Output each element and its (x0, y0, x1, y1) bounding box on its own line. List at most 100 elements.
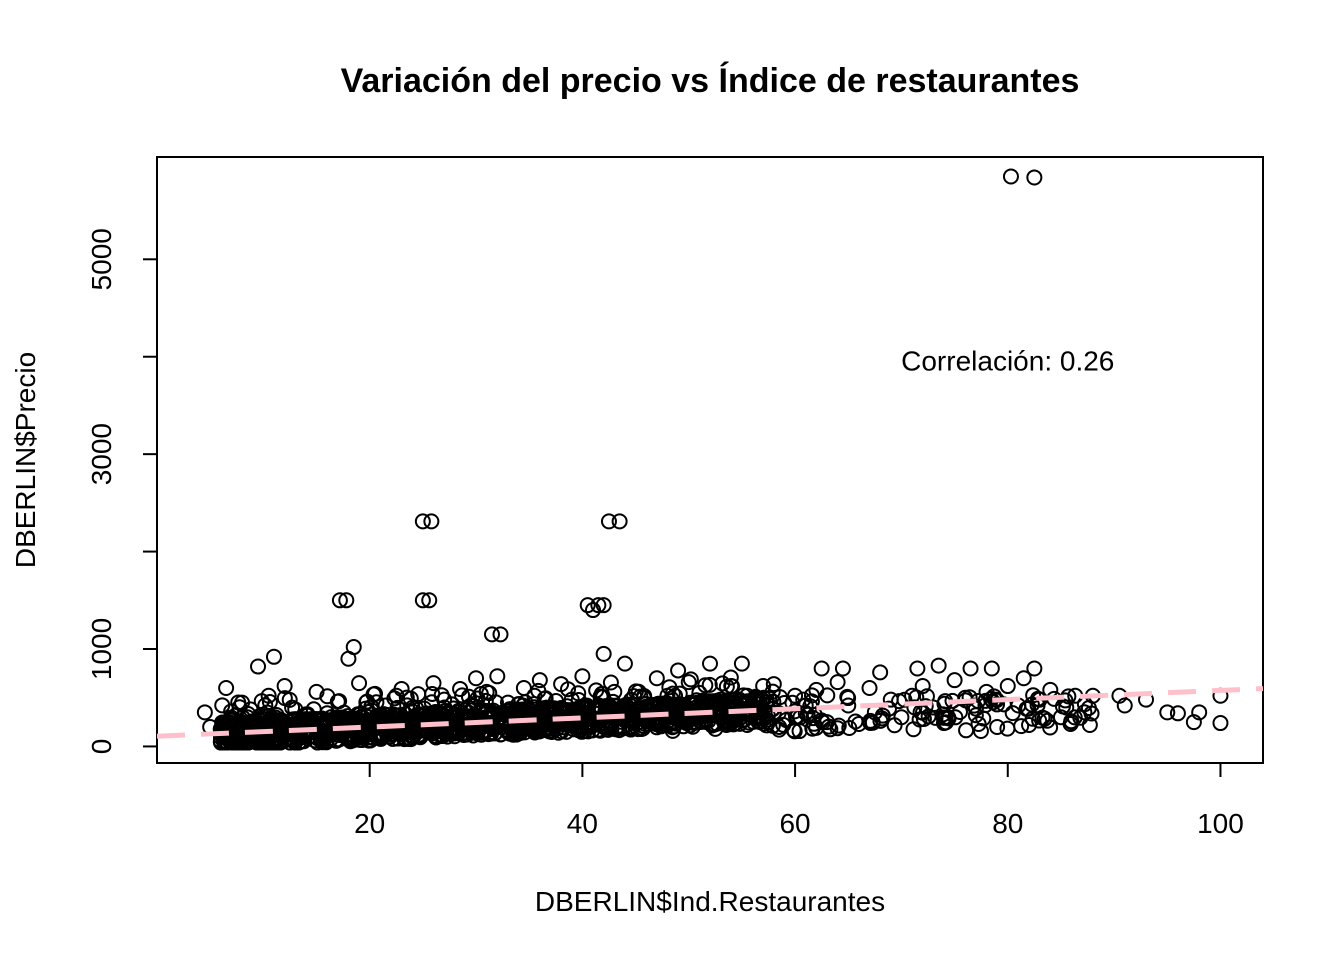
data-point (329, 693, 346, 710)
data-point (882, 691, 899, 708)
data-point (717, 709, 734, 726)
data-point (268, 734, 285, 751)
data-point (957, 689, 974, 706)
data-point (744, 699, 761, 716)
data-point (834, 660, 851, 677)
data-point (600, 721, 617, 738)
data-point (265, 648, 282, 665)
chart-title: Variación del precio vs Índice de restau… (341, 62, 1080, 100)
data-point (739, 717, 756, 734)
data-point (584, 722, 601, 739)
data-point (452, 680, 469, 697)
data-point (526, 687, 543, 704)
data-point (345, 639, 362, 656)
data-point (537, 721, 554, 738)
data-point (1031, 712, 1048, 729)
y-tick-label: 1000 (86, 618, 117, 680)
data-point (1116, 697, 1133, 714)
data-point (989, 718, 1006, 735)
data-point (702, 655, 718, 672)
data-point (935, 715, 952, 732)
data-point (622, 713, 639, 730)
data-point (499, 694, 516, 711)
data-point (686, 715, 703, 732)
data-point (483, 626, 500, 643)
data-point (1042, 681, 1059, 698)
data-point (579, 597, 596, 614)
data-point (691, 684, 708, 701)
data-point (425, 675, 442, 692)
data-point (1058, 699, 1075, 716)
data-point (830, 717, 847, 734)
data-point (909, 660, 926, 677)
data-point (478, 683, 495, 700)
data-point (1159, 704, 1176, 721)
data-point (567, 713, 584, 730)
data-point (489, 668, 506, 685)
data-point (1015, 670, 1032, 687)
data-point (723, 678, 740, 695)
data-point (1013, 718, 1030, 735)
data-point (250, 658, 267, 675)
y-axis: 0 1000 3000 5000 (86, 228, 157, 754)
x-tick-label: 40 (567, 808, 598, 839)
data-point (680, 674, 697, 691)
data-point (367, 685, 384, 702)
data-point (893, 709, 910, 726)
y-tick-label: 0 (86, 739, 117, 755)
data-point (257, 697, 274, 714)
data-point (1026, 660, 1043, 677)
data-point (558, 723, 575, 740)
data-point (590, 597, 607, 614)
data-point (287, 701, 304, 718)
data-point (436, 691, 453, 708)
data-point (813, 660, 830, 677)
data-point (531, 672, 548, 689)
data-point (765, 676, 782, 693)
data-point (276, 678, 293, 695)
data-point (707, 720, 724, 737)
trend-line (156, 686, 1264, 739)
data-point (234, 694, 251, 711)
data-point (218, 679, 235, 696)
data-point (983, 660, 1000, 677)
data-point (967, 707, 984, 724)
data-point (606, 683, 623, 700)
data-point (701, 676, 718, 693)
data-point (927, 709, 944, 726)
data-point (808, 681, 825, 698)
data-point (797, 697, 814, 714)
data-point (404, 703, 421, 720)
data-point (1212, 715, 1229, 732)
data-point (574, 668, 591, 685)
data-point (236, 734, 253, 751)
data-point (861, 679, 878, 696)
data-point (970, 715, 987, 732)
data-point (569, 706, 586, 723)
data-point (600, 513, 617, 530)
data-point (1026, 169, 1043, 186)
data-point (616, 655, 633, 672)
data-point (847, 713, 864, 730)
data-point (935, 709, 952, 726)
data-point (462, 697, 479, 714)
y-tick-label: 3000 (86, 423, 117, 485)
data-point (1021, 717, 1038, 734)
data-point (648, 670, 665, 687)
x-tick-label: 100 (1197, 808, 1244, 839)
data-point (553, 676, 570, 693)
data-point (338, 592, 355, 609)
data-point (414, 513, 431, 530)
data-point (962, 660, 979, 677)
data-point (712, 691, 729, 708)
data-point (1081, 716, 1098, 733)
x-tick-label: 80 (992, 808, 1023, 839)
data-point (421, 592, 438, 609)
data-point (492, 626, 509, 643)
data-point (196, 704, 213, 721)
data-point (393, 680, 410, 697)
data-point (398, 723, 415, 740)
data-point (324, 726, 341, 743)
data-point (239, 709, 256, 726)
